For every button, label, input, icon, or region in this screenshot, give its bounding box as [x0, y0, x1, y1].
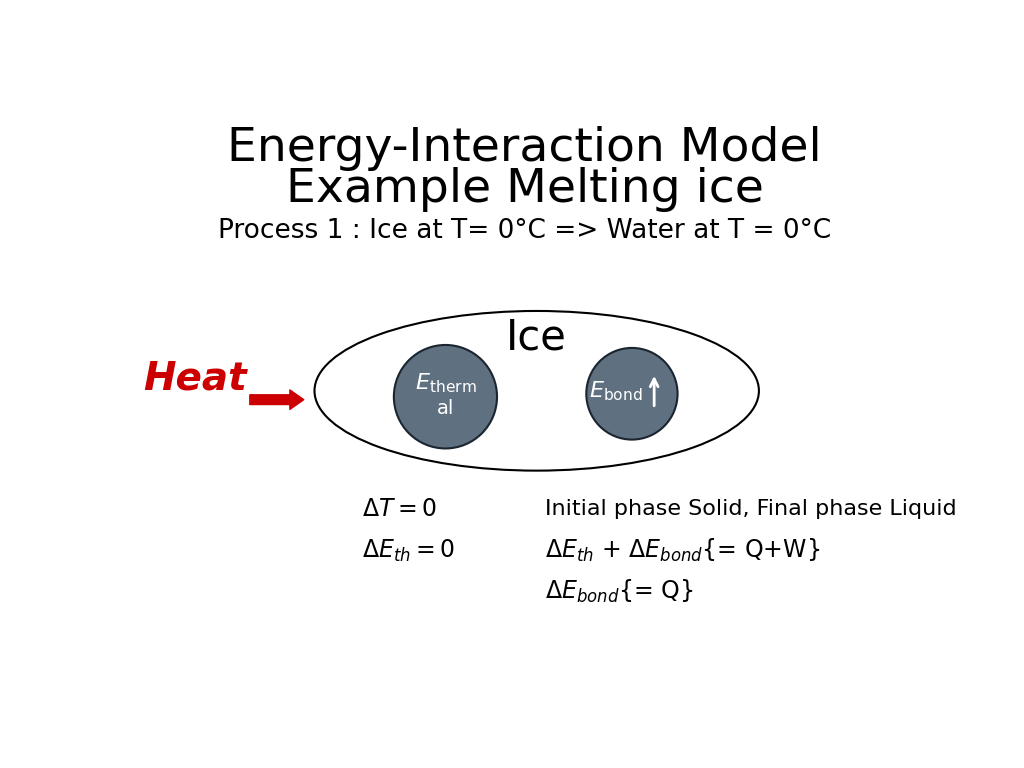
Text: Ice: Ice: [506, 316, 567, 359]
Text: Heat: Heat: [143, 360, 248, 398]
FancyArrowPatch shape: [250, 390, 304, 409]
Text: Process 1 : Ice at T= 0°C => Water at T = 0°C: Process 1 : Ice at T= 0°C => Water at T …: [218, 218, 831, 244]
Text: $E_{\mathrm{therm}}$: $E_{\mathrm{therm}}$: [415, 371, 476, 395]
Text: $\Delta T{=}0$: $\Delta T{=}0$: [362, 497, 437, 521]
Text: Initial phase Solid, Final phase Liquid: Initial phase Solid, Final phase Liquid: [545, 499, 956, 519]
Text: $E_{\mathrm{bond}}$: $E_{\mathrm{bond}}$: [589, 379, 643, 402]
Ellipse shape: [587, 348, 678, 439]
Text: $\Delta E_{th}{=}0$: $\Delta E_{th}{=}0$: [362, 538, 456, 564]
Ellipse shape: [394, 345, 497, 449]
Ellipse shape: [314, 311, 759, 471]
Text: al: al: [437, 399, 454, 418]
Text: $\Delta E_{th}$ + $\Delta E_{bond}${= Q+W}: $\Delta E_{th}$ + $\Delta E_{bond}${= Q+…: [545, 537, 820, 564]
Text: Example Melting ice: Example Melting ice: [286, 167, 764, 212]
Text: $\Delta E_{bond}${= Q}: $\Delta E_{bond}${= Q}: [545, 578, 693, 605]
Text: Energy-Interaction Model: Energy-Interaction Model: [227, 126, 822, 170]
